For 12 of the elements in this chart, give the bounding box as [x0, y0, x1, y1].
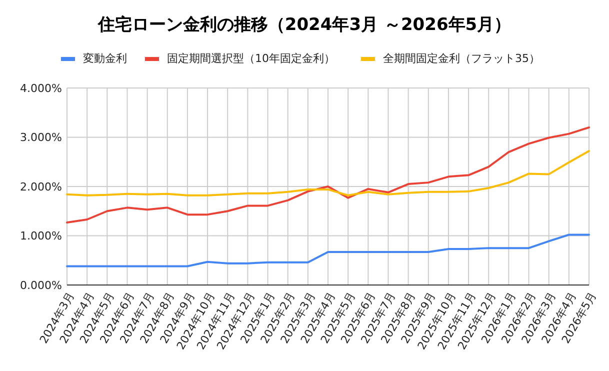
y-tick-label: 0.000% — [20, 278, 62, 292]
legend-label: 全期間固定金利（フラット35） — [383, 52, 540, 65]
line-series — [66, 234, 590, 268]
line-series — [66, 126, 590, 224]
legend-label: 変動金利 — [83, 52, 127, 65]
y-tick-label: 4.000% — [20, 82, 62, 95]
y-tick-label: 1.000% — [20, 230, 62, 243]
line-series — [66, 150, 590, 196]
y-tick-label: 2.000% — [20, 180, 62, 194]
y-tick-label: 3.000% — [20, 131, 62, 144]
chart-title: 住宅ローン金利の推移（2024年3月 ～2026年5月） — [96, 15, 512, 35]
legend-label: 固定期間選択型（10年固定金利） — [167, 52, 335, 65]
